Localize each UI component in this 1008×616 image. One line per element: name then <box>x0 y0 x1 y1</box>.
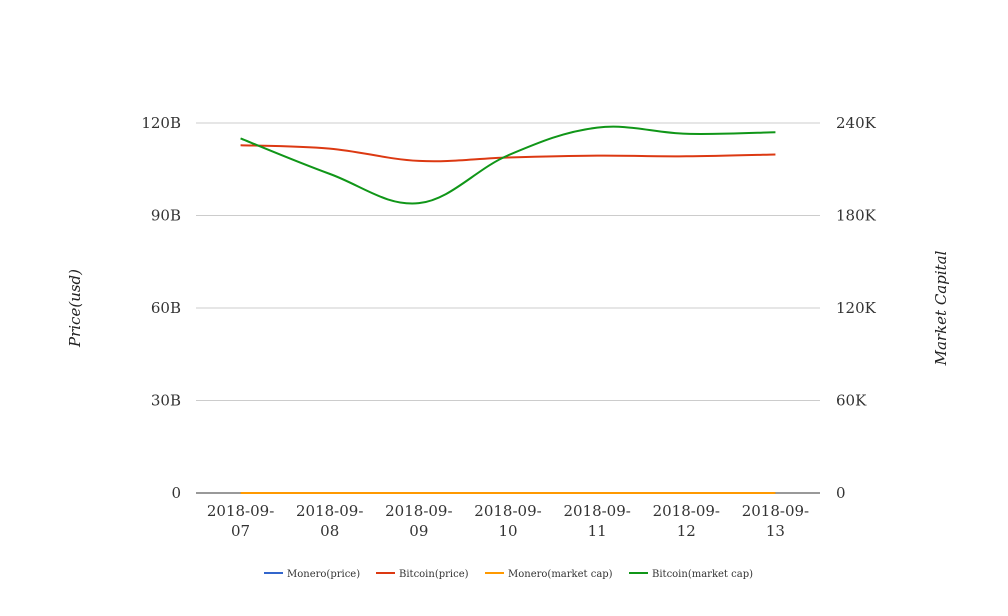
right-axis-ticks: 0 60K 120K 180K 240K <box>836 114 877 502</box>
x-tick-label-line: 2018-09- <box>385 502 452 520</box>
series-line-bitcoin-market-cap <box>240 125 776 205</box>
x-tick-label: 2018-09- 08 <box>296 502 363 540</box>
y-tick-label: 0 <box>171 484 181 502</box>
y2-tick-label: 60K <box>836 392 867 410</box>
y2-tick-label: 180K <box>836 207 877 225</box>
x-tick-label-line: 08 <box>320 522 339 540</box>
x-tick-label: 2018-09- 12 <box>653 502 720 540</box>
y-tick-label: 90B <box>151 207 181 225</box>
gridlines <box>196 122 820 401</box>
x-tick-label: 2018-09- 10 <box>474 502 541 540</box>
x-tick-label-line: 11 <box>588 522 607 540</box>
legend-label: Monero(price) <box>287 569 360 580</box>
x-tick-label-line: 2018-09- <box>563 502 630 520</box>
legend: Monero(price) Bitcoin(price) Monero(market… <box>264 569 753 580</box>
series-lines <box>240 125 776 495</box>
legend-label: Monero(market cap) <box>508 569 613 580</box>
x-tick-label-line: 2018-09- <box>474 502 541 520</box>
y-axis-title: Price(usd) <box>66 269 84 348</box>
x-tick-label: 2018-09- 09 <box>385 502 452 540</box>
x-axis-ticks: 2018-09- 07 2018-09- 08 2018-09- 09 2018-09- 10… <box>207 502 809 540</box>
y2-axis-title: Market Capital <box>932 250 950 366</box>
x-tick-label-line: 2018-09- <box>296 502 363 520</box>
x-tick-label-line: 12 <box>677 522 696 540</box>
x-tick-label: 2018-09- 11 <box>563 502 630 540</box>
x-tick-label-line: 2018-09- <box>207 502 274 520</box>
y-tick-label: 30B <box>151 392 181 410</box>
legend-label: Bitcoin(price) <box>399 569 469 580</box>
left-axis-ticks: 0 30B 60B 90B 120B <box>141 114 181 502</box>
x-tick-label: 2018-09- 13 <box>742 502 809 540</box>
y2-tick-label: 0 <box>836 484 846 502</box>
x-tick-label-line: 13 <box>766 522 785 540</box>
x-tick-label-line: 2018-09- <box>742 502 809 520</box>
series-line-bitcoin-price <box>240 144 776 163</box>
x-tick-label-line: 07 <box>231 522 250 540</box>
x-tick-label-line: 09 <box>409 522 428 540</box>
x-tick-label-line: 10 <box>498 522 517 540</box>
x-tick-label: 2018-09- 07 <box>207 502 274 540</box>
y-tick-label: 60B <box>151 299 181 317</box>
y2-tick-label: 240K <box>836 114 877 132</box>
y2-tick-label: 120K <box>836 299 877 317</box>
y-tick-label: 120B <box>141 114 181 132</box>
x-tick-label-line: 2018-09- <box>653 502 720 520</box>
legend-label: Bitcoin(market cap) <box>652 569 753 580</box>
